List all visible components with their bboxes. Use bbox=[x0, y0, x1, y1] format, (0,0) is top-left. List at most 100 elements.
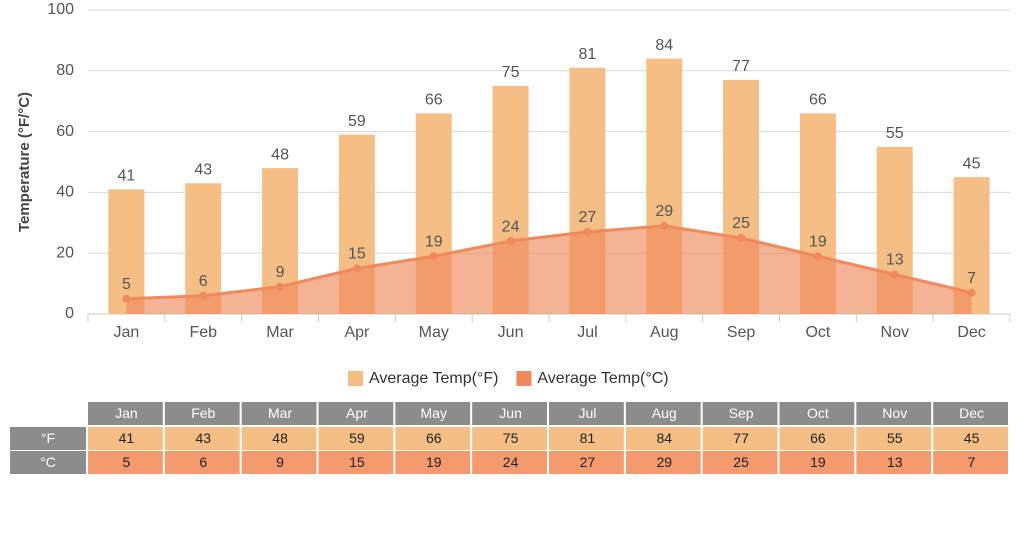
x-tick-label: Oct bbox=[805, 324, 830, 341]
table-header-cell bbox=[88, 402, 163, 425]
table-value: 15 bbox=[349, 454, 365, 470]
area bbox=[126, 225, 972, 314]
data-label: 59 bbox=[348, 113, 366, 130]
data-label: 45 bbox=[963, 155, 981, 172]
table-value: 24 bbox=[503, 454, 519, 470]
table-cell bbox=[779, 451, 855, 474]
table-cell bbox=[472, 451, 547, 474]
legend-swatch bbox=[516, 371, 532, 386]
data-label: 27 bbox=[579, 209, 597, 226]
y-tick-label: 40 bbox=[56, 184, 74, 201]
table-header-cell bbox=[318, 402, 394, 425]
table-row-label: °F bbox=[41, 430, 55, 446]
data-label: 66 bbox=[425, 92, 443, 109]
data-label: 48 bbox=[271, 146, 289, 163]
legend-label: Average Temp(°F) bbox=[369, 370, 498, 387]
table-row-label: °C bbox=[40, 454, 56, 470]
table-value: 29 bbox=[656, 454, 672, 470]
table-header-cell bbox=[856, 402, 932, 425]
legend-swatch bbox=[348, 371, 363, 386]
table-header: Nov bbox=[882, 405, 907, 421]
point bbox=[352, 264, 361, 273]
y-tick-label: 100 bbox=[47, 1, 74, 18]
table-header: May bbox=[421, 405, 447, 421]
x-tick-label: Aug bbox=[650, 324, 678, 341]
table-cell bbox=[779, 427, 855, 450]
table-cell bbox=[625, 427, 701, 450]
table-value: 81 bbox=[580, 430, 596, 446]
legend-label: Average Temp(°C) bbox=[537, 370, 668, 387]
data-label: 15 bbox=[348, 246, 366, 263]
table-value: 19 bbox=[810, 454, 826, 470]
point bbox=[890, 270, 899, 279]
point bbox=[199, 291, 208, 300]
table-header-cell bbox=[549, 402, 624, 425]
x-tick-label: Mar bbox=[266, 324, 294, 341]
table-value: 19 bbox=[426, 454, 442, 470]
x-tick-label: Nov bbox=[881, 324, 909, 341]
y-tick-label: 80 bbox=[56, 62, 74, 79]
table-cell bbox=[933, 427, 1008, 450]
data-label: 9 bbox=[276, 264, 285, 281]
table-header: Mar bbox=[268, 405, 292, 421]
data-label: 77 bbox=[732, 58, 750, 75]
data-label: 25 bbox=[732, 215, 750, 232]
data-label: 75 bbox=[502, 64, 520, 81]
data-label: 7 bbox=[967, 270, 976, 287]
data-label: 29 bbox=[655, 203, 673, 220]
y-tick-label: 60 bbox=[56, 123, 74, 140]
table-header-cell bbox=[625, 402, 701, 425]
table-value: 55 bbox=[887, 430, 903, 446]
x-tick-label: Apr bbox=[344, 324, 370, 341]
point bbox=[506, 237, 515, 246]
table-header: Sep bbox=[729, 405, 754, 421]
table-cell bbox=[318, 427, 394, 450]
table-header-cell bbox=[472, 402, 547, 425]
data-label: 55 bbox=[886, 125, 904, 142]
table-value: 45 bbox=[964, 430, 980, 446]
table-value: 84 bbox=[656, 430, 672, 446]
x-tick-label: May bbox=[419, 324, 449, 341]
x-tick-label: Feb bbox=[189, 324, 217, 341]
point bbox=[122, 294, 131, 303]
data-label: 19 bbox=[425, 233, 443, 250]
data-label: 41 bbox=[118, 168, 136, 185]
table-value: 66 bbox=[426, 430, 442, 446]
x-tick-label: Dec bbox=[957, 324, 985, 341]
data-label: 19 bbox=[809, 233, 827, 250]
table-cell bbox=[702, 427, 778, 450]
data-label: 5 bbox=[122, 276, 131, 293]
y-tick-label: 0 bbox=[65, 305, 74, 322]
line bbox=[126, 224, 972, 301]
data-label: 24 bbox=[502, 218, 520, 235]
table-header-cell bbox=[395, 402, 471, 425]
table-cell bbox=[164, 451, 240, 474]
data-label: 84 bbox=[655, 37, 673, 54]
table-value: 77 bbox=[733, 430, 749, 446]
table-cell bbox=[856, 427, 932, 450]
table-header: Jun bbox=[499, 405, 522, 421]
table-cell bbox=[933, 451, 1008, 474]
table-header-cell bbox=[779, 402, 855, 425]
table-value: 41 bbox=[119, 430, 135, 446]
x-tick-label: Jul bbox=[577, 324, 597, 341]
table-header: Feb bbox=[191, 405, 215, 421]
table-cell bbox=[164, 427, 240, 450]
point bbox=[967, 288, 976, 297]
table-row-label-cell bbox=[10, 427, 86, 450]
point bbox=[583, 227, 592, 236]
x-tick-label: Jun bbox=[498, 324, 524, 341]
x-tick-label: Sep bbox=[727, 324, 756, 341]
table-cell bbox=[318, 451, 394, 474]
x-tick-label: Jan bbox=[114, 324, 140, 341]
table-header: Jul bbox=[578, 405, 596, 421]
table-value: 59 bbox=[349, 430, 365, 446]
table-value: 13 bbox=[887, 454, 903, 470]
data-label: 81 bbox=[579, 46, 597, 63]
table-header-cell bbox=[241, 402, 317, 425]
table-header: Aug bbox=[652, 405, 677, 421]
y-tick-label: 20 bbox=[56, 244, 74, 261]
table-value: 6 bbox=[199, 454, 207, 470]
data-label: 6 bbox=[199, 273, 208, 290]
table-row-label-cell bbox=[10, 451, 86, 474]
